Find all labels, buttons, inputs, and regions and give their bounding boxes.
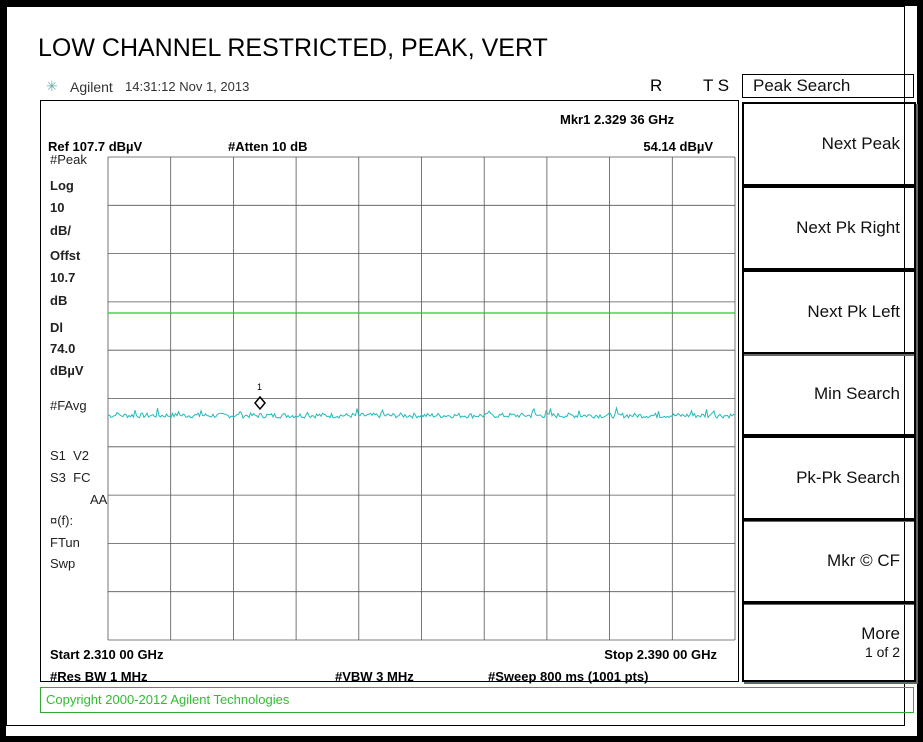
softkey[interactable]: Min Search [742,352,916,436]
side-label: 10.7 [50,270,76,285]
icon: ✳ [46,78,58,94]
softkey[interactable]: Next Pk Left [742,270,916,354]
marker [254,395,266,411]
copyright-bar [40,687,914,713]
trace [107,406,736,420]
marker-amp: 54.14 dBµV [643,139,713,154]
sweep: #Sweep 800 ms (1001 pts) [488,669,649,684]
side-label: #Peak [50,152,87,167]
softkey[interactable]: Next Pk Right [742,186,916,270]
side-label: 74.0 [50,341,76,356]
marker-freq: Mkr1 2.329 36 GHz [560,112,675,127]
menu-title: Peak Search [742,74,914,98]
softkey-label: Next Pk Right [796,218,900,238]
softkey-sub: 1 of 2 [864,644,900,660]
softkey-label: Pk-Pk Search [796,468,900,488]
softkey-label: More 1 of 2 [861,624,900,660]
ref-level: Ref 107.7 dBµV [48,139,143,154]
start-freq: Start 2.310 00 GHz [50,647,164,662]
menu-title-text: Peak Search [753,76,851,95]
softkey[interactable]: Pk-Pk Search [742,436,916,520]
softkey-text: Min Search [814,384,900,403]
brand: Agilent [70,79,113,95]
stop-freq: Stop 2.390 00 GHz [604,647,717,662]
side-label: ¤(f): [50,513,74,528]
side-label: #FAvg [50,398,87,413]
softkey-text: Next Peak [821,134,900,153]
side-label: Swp [50,556,76,571]
softkey[interactable]: Next Peak [742,102,916,186]
inner-frame [6,6,905,726]
side-label: dBµV [50,363,84,378]
side-label: FTun [50,535,80,550]
display-area [40,100,739,682]
softkey-label: Next Peak [822,134,900,154]
softkey-label: Mkr © CF [827,551,900,571]
attenuation: #Atten 10 dB [228,139,308,154]
side-label: Dl [50,320,63,335]
status-r: R [650,76,663,95]
side-label: Offst [50,248,81,263]
side-label: dB [50,293,68,308]
side-label: S1 V2 [50,448,90,463]
status-ts: T S [703,76,730,95]
side-label: 10 [50,200,65,215]
vbw: #VBW 3 MHz [335,669,414,684]
softkey-text: Pk-Pk Search [796,468,900,487]
softkey-text: Next Pk Right [796,218,900,237]
softkey-text: Next Pk Left [807,302,900,321]
timestamp: 14:31:12 Nov 1, 2013 [125,79,250,94]
softkey-label: Next Pk Left [807,302,900,322]
side-label: S3 FC [50,470,91,485]
side-label: AA [90,492,108,507]
softkey-text: More [861,624,900,643]
copyright: Copyright 2000-2012 Agilent Technologies [46,692,290,707]
softkey-label: Min Search [814,384,900,404]
rbw: #Res BW 1 MHz [50,669,148,684]
softkey[interactable]: Mkr © CF [742,519,916,603]
marker-number: 1 [257,382,262,392]
side-label: Log [50,178,74,193]
softkey[interactable]: More 1 of 2 [742,602,916,682]
title: LOW CHANNEL RESTRICTED, PEAK, VERT [38,34,548,62]
side-label: dB/ [50,223,71,238]
softkey-text: Mkr © CF [827,551,900,570]
